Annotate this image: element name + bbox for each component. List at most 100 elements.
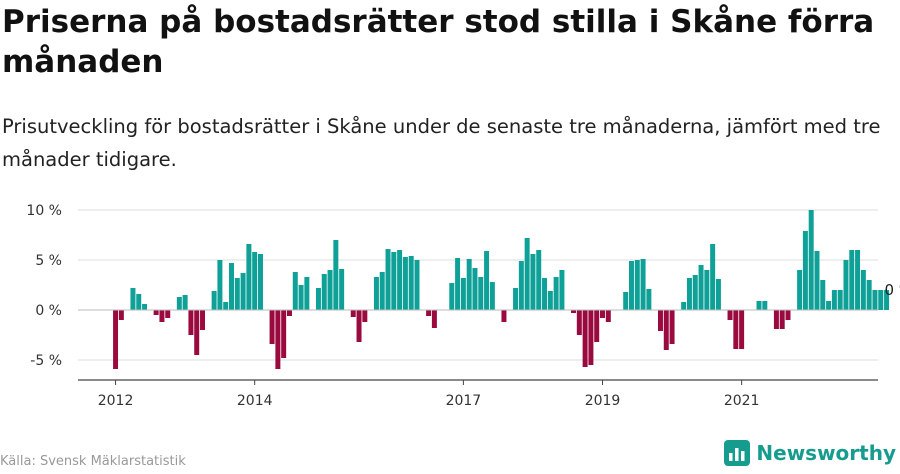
- bar: [727, 310, 733, 320]
- bar: [681, 302, 687, 310]
- bar: [576, 310, 582, 335]
- bar: [182, 295, 188, 310]
- bar: [356, 310, 362, 342]
- y-tick-label: 10 %: [26, 203, 62, 219]
- bar: [849, 250, 855, 310]
- bar: [240, 273, 246, 310]
- bar: [142, 304, 148, 310]
- bar: [785, 310, 791, 320]
- bar: [634, 260, 640, 310]
- bar: [605, 310, 611, 322]
- bar: [797, 270, 803, 310]
- bar: [762, 301, 768, 310]
- bar: [843, 260, 849, 310]
- bar: [588, 310, 594, 365]
- bar: [350, 310, 356, 317]
- newsworthy-logo-icon: [724, 440, 751, 466]
- bar: [234, 278, 240, 310]
- bar: [831, 290, 837, 310]
- bar: [814, 251, 820, 310]
- bar: [698, 265, 704, 310]
- bar: [489, 282, 495, 310]
- bar: [304, 277, 310, 310]
- bar: [663, 310, 669, 350]
- bar: [315, 288, 321, 310]
- bar: [426, 310, 432, 316]
- bar: [802, 231, 808, 310]
- bar: [860, 270, 866, 310]
- bar: [176, 297, 182, 310]
- bar: [269, 310, 275, 344]
- bar: [756, 301, 762, 310]
- bar: [333, 240, 339, 310]
- y-tick-label: -5 %: [30, 353, 62, 369]
- bar: [321, 274, 327, 310]
- bar: [779, 310, 785, 329]
- source-note: Källa: Svensk Mäklarstatistik: [0, 454, 186, 469]
- bar: [518, 261, 524, 310]
- bar: [826, 301, 832, 310]
- bar: [281, 310, 287, 358]
- bar: [246, 244, 252, 310]
- bar: [200, 310, 206, 330]
- y-tick-label: 0 %: [35, 303, 62, 319]
- bar: [866, 280, 872, 310]
- bar: [408, 256, 414, 310]
- bar: [657, 310, 663, 331]
- bar: [385, 249, 391, 310]
- y-axis-labels: 10 % 5 % 0 % -5 %: [26, 203, 62, 369]
- bar: [553, 277, 559, 310]
- bar: [513, 288, 519, 310]
- bar: [594, 310, 600, 342]
- bar: [872, 290, 878, 310]
- bar: [547, 291, 553, 310]
- bar: [484, 251, 490, 310]
- bar: [449, 283, 455, 310]
- bar: [808, 210, 814, 310]
- bar: [478, 277, 484, 310]
- bar: [217, 260, 223, 310]
- bar: [773, 310, 779, 329]
- bar: [524, 238, 530, 310]
- bar: [623, 292, 629, 310]
- chart-title: Priserna på bostadsrätter stod stilla i …: [2, 4, 875, 80]
- bar: [159, 310, 165, 322]
- bar: [373, 277, 379, 310]
- x-tick-label: 2014: [237, 393, 273, 409]
- bar: [460, 278, 466, 310]
- bar: [628, 261, 634, 310]
- bar: [431, 310, 437, 328]
- bar: [536, 250, 542, 310]
- brand-logo[interactable]: Newsworthy: [724, 440, 896, 466]
- x-axis-ticks: 2012 2014 2017 2019 2021: [98, 380, 759, 409]
- bar: [686, 278, 692, 310]
- bar: [600, 310, 605, 318]
- bar: [878, 290, 884, 310]
- bar: [194, 310, 200, 355]
- bar: [455, 258, 461, 310]
- bar: [113, 310, 119, 369]
- bar: [884, 290, 890, 310]
- bar: [362, 310, 368, 322]
- bars: [113, 210, 890, 369]
- bar: [252, 252, 258, 310]
- bar: [211, 291, 217, 310]
- x-tick-label: 2017: [446, 393, 482, 409]
- y-tick-label: 5 %: [35, 253, 62, 269]
- bar: [257, 254, 263, 310]
- bar: [286, 310, 292, 316]
- bar: [646, 289, 652, 310]
- bar: [855, 250, 861, 310]
- bar: [379, 272, 385, 310]
- chart-subtitle: Prisutveckling för bostadsrätter i Skåne…: [2, 115, 881, 171]
- bar: [466, 259, 472, 310]
- bar: [692, 275, 698, 310]
- bar: [472, 268, 478, 310]
- brand-name: Newsworthy: [756, 441, 896, 465]
- x-tick-label: 2012: [98, 393, 134, 409]
- bar: [402, 257, 408, 310]
- bar: [559, 270, 565, 310]
- gridlines: [78, 209, 878, 361]
- bar: [136, 294, 142, 310]
- bar: [391, 252, 397, 310]
